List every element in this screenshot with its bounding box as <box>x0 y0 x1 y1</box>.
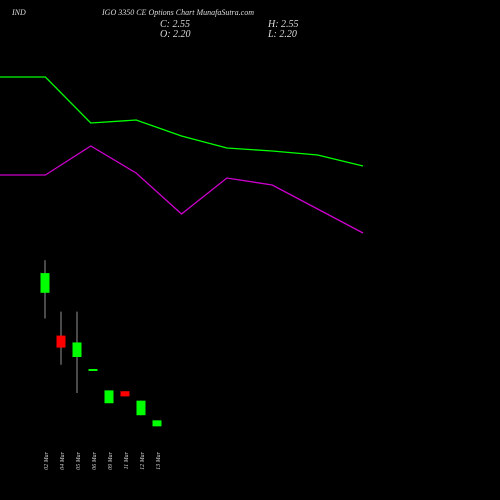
candle-body <box>136 400 146 416</box>
candle-body <box>40 273 50 293</box>
x-tick-label: 04 Mar <box>59 451 66 469</box>
line <box>0 145 364 234</box>
candle-body <box>72 342 82 357</box>
low-label: L: 2.20 <box>267 29 297 40</box>
x-tick-label: 13 Mar <box>156 451 162 469</box>
x-tick-label: 09 Mar <box>108 451 114 469</box>
close-label: C: 2.55 <box>160 19 190 30</box>
candle-body <box>88 368 98 371</box>
candle-body <box>120 391 130 397</box>
candle-body <box>152 420 162 427</box>
x-tick-label: 05 Mar <box>76 451 82 469</box>
x-tick-label: 12 Mar <box>140 451 146 469</box>
chart-title: IND <box>11 8 26 17</box>
candle-body <box>104 390 114 404</box>
x-tick-label: 11 Mar <box>124 451 130 469</box>
candle-body <box>56 335 66 348</box>
line <box>0 76 364 167</box>
x-tick-label: 06 Mar <box>92 451 98 469</box>
chart-subtitle: IGO 3350 CE Options Chart MunafaSutra.co… <box>101 8 254 17</box>
open-label: O: 2.20 <box>160 29 191 40</box>
high-label: H: 2.55 <box>267 19 299 30</box>
x-tick-label: 02 Mar <box>44 451 50 469</box>
